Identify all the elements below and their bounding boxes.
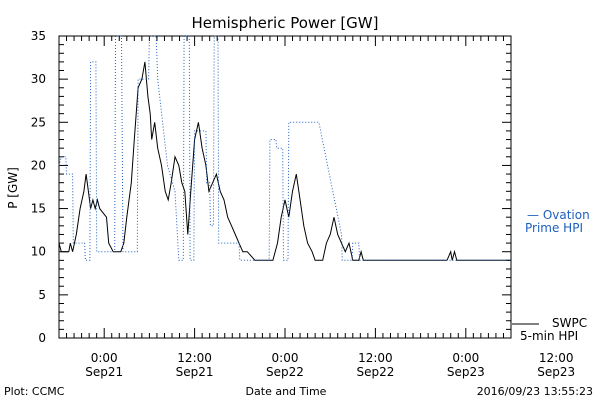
y-tick-label: 15 (31, 202, 46, 216)
x-tick-date: Sep22 (356, 365, 394, 379)
chart-title: Hemispheric Power [GW] (192, 14, 379, 32)
x-tick-date: Sep23 (447, 365, 485, 379)
y-tick-label: 0 (38, 331, 46, 345)
y-tick-label: 25 (31, 115, 46, 129)
legend-swpc-line1: SWPC (552, 316, 587, 330)
series-line-ovation (58, 35, 511, 261)
x-tick-time: 0:00 (91, 351, 118, 365)
legend-swpc: SWPC 5-min HPI (512, 316, 587, 343)
y-tick-label: 5 (38, 288, 46, 302)
series-layer (58, 35, 511, 261)
plot-timestamp: 2016/09/23 13:55:23 (477, 385, 593, 398)
x-axis-label: Date and Time (246, 385, 327, 398)
y-tick-label: 35 (31, 29, 46, 43)
x-tick-time: 12:00 (177, 351, 212, 365)
legend-ovation-line1: — Ovation (527, 208, 590, 222)
x-tick-date: Sep21 (176, 365, 214, 379)
y-axis-ticks: 0 5 10 15 20 25 30 35 (31, 29, 511, 345)
x-tick-date: Sep23 (537, 365, 575, 379)
y-tick-label: 20 (31, 158, 46, 172)
x-axis-ticks: 0:00Sep2112:00Sep210:00Sep2212:00Sep220:… (58, 36, 575, 379)
legend-ovation: — Ovation Prime HPI (525, 208, 590, 235)
legend-ovation-line2: Prime HPI (525, 221, 583, 235)
y-tick-label: 10 (31, 245, 46, 259)
series-line-swpc (58, 61, 511, 261)
y-axis-label: P [GW] (6, 167, 20, 209)
x-tick-date: Sep21 (85, 365, 123, 379)
plot-frame (58, 35, 512, 339)
x-tick-time: 12:00 (358, 351, 393, 365)
x-tick-date: Sep22 (266, 365, 304, 379)
x-tick-time: 0:00 (452, 351, 479, 365)
plot-credit: Plot: CCMC (4, 385, 65, 398)
x-tick-time: 12:00 (539, 351, 574, 365)
y-tick-label: 30 (31, 72, 46, 86)
legend-swpc-line2: 5-min HPI (520, 329, 578, 343)
x-tick-time: 0:00 (272, 351, 299, 365)
